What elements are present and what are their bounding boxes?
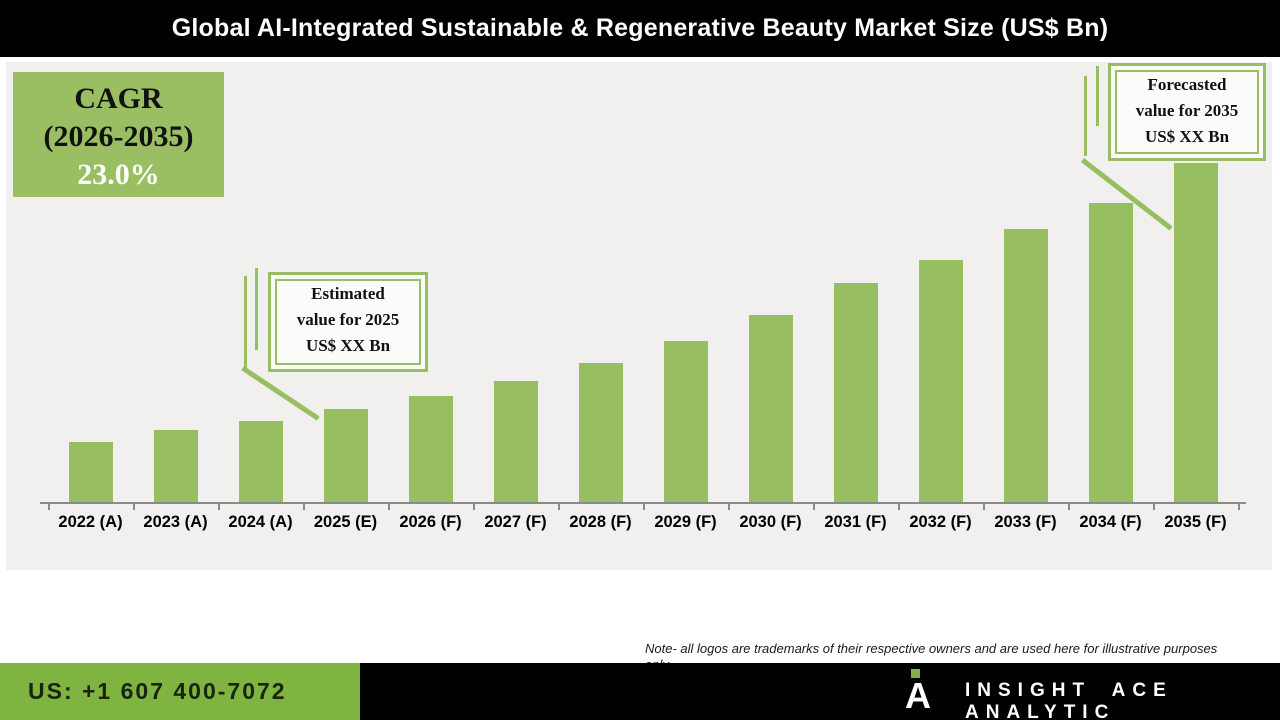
bar-2034 [1088, 203, 1133, 502]
x-tick-label: 2023 (A) [143, 513, 208, 531]
x-tick-label: 2033 (F) [994, 513, 1057, 531]
estimated-callout-bracket-line [255, 268, 258, 350]
x-axis-tick [133, 504, 135, 510]
bars [48, 62, 1238, 502]
x-axis-labels: 2022 (A) 2023 (A) 2024 (A) 2025 (E) 2026 (F)… [48, 513, 1238, 532]
cagr-label: CAGR [74, 82, 163, 115]
x-axis-tick [983, 504, 985, 510]
bar-2026 [408, 396, 453, 502]
x-tick-label: 2028 (F) [569, 513, 632, 531]
logo-green-dot [911, 669, 920, 678]
bar-2022 [68, 442, 113, 502]
callout-line: value for 2035 [1135, 101, 1239, 120]
cagr-value: 23.0% [77, 158, 160, 191]
x-tick-label: 2031 (F) [824, 513, 887, 531]
trademark-note-line1: Note- all logos are trademarks of their … [645, 641, 1218, 656]
company-name: INSIGHT ACE ANALYTIC [965, 680, 1173, 720]
title-bar: Global AI-Integrated Sustainable & Regen… [0, 0, 1280, 57]
x-tick-label: 2024 (A) [228, 513, 293, 531]
x-tick-label: 2035 (F) [1164, 513, 1227, 531]
insight-ace-logo-icon: A [905, 669, 945, 717]
forecast-callout-bracket-line [1084, 76, 1087, 156]
x-tick-label: 2027 (F) [484, 513, 547, 531]
x-axis-tick [473, 504, 475, 510]
bar-2029 [663, 341, 708, 502]
forecast-value-callout: Forecasted value for 2035 US$ XX Bn [1108, 63, 1266, 161]
x-axis-tick [643, 504, 645, 510]
x-axis-tick [813, 504, 815, 510]
bar-2024 [238, 421, 283, 502]
x-axis-line [40, 502, 1246, 504]
market-contributors-row: Market Contributors: L’ORÉAL ʃHIʃEIDO ds… [0, 570, 1280, 640]
x-axis-ticks [48, 504, 1240, 511]
x-tick-label: 2025 (E) [313, 513, 378, 531]
callout-line: US$ XX Bn [1144, 127, 1230, 146]
phone-box: US: +1 607 400-7072 [0, 663, 360, 720]
phone-number: US: +1 607 400-7072 [28, 678, 287, 704]
x-tick-label: 2032 (F) [909, 513, 972, 531]
bar-chart: CAGR (2026-2035) 23.0% 2022 (A) 2023 (A) 2… [6, 62, 1272, 570]
bar-2028 [578, 363, 623, 502]
x-tick-label: 2030 (F) [739, 513, 802, 531]
bar-2023 [153, 430, 198, 502]
x-axis-tick [218, 504, 220, 510]
x-axis-tick [388, 504, 390, 510]
x-axis-tick [728, 504, 730, 510]
x-axis-tick [558, 504, 560, 510]
x-axis-tick [1068, 504, 1070, 510]
x-axis-tick [1153, 504, 1155, 510]
cagr-period: (2026-2035) [43, 120, 194, 153]
bar-2032 [918, 260, 963, 502]
footer-bar: US: +1 607 400-7072 A INSIGHT ACE ANALYT… [0, 663, 1280, 720]
forecast-callout-bracket-line [1096, 66, 1099, 126]
callout-line: value for 2025 [296, 310, 400, 329]
x-tick-label: 2034 (F) [1079, 513, 1142, 531]
callout-line: Forecasted [1147, 75, 1227, 94]
x-axis-tick [1238, 504, 1240, 510]
bar-2031 [833, 283, 878, 502]
estimated-value-callout: Estimated value for 2025 US$ XX Bn [268, 272, 428, 372]
x-tick-label: 2029 (F) [654, 513, 717, 531]
x-tick-label: 2022 (A) [58, 513, 123, 531]
page-title: Global AI-Integrated Sustainable & Regen… [171, 14, 1109, 42]
bar-2027 [493, 381, 538, 502]
cagr-badge: CAGR (2026-2035) 23.0% [13, 72, 224, 197]
callout-line: US$ XX Bn [305, 336, 391, 355]
logo-letter-a: A [905, 675, 931, 716]
x-axis-tick [303, 504, 305, 510]
callout-line: Estimated [311, 284, 385, 303]
bar-2035 [1173, 163, 1218, 502]
bar-2025 [323, 409, 368, 502]
x-axis-tick [898, 504, 900, 510]
x-axis-tick [48, 504, 50, 510]
x-tick-label: 2026 (F) [399, 513, 462, 531]
bar-2030 [748, 315, 793, 502]
bar-2033 [1003, 229, 1048, 502]
estimated-callout-bracket-line [244, 276, 247, 368]
